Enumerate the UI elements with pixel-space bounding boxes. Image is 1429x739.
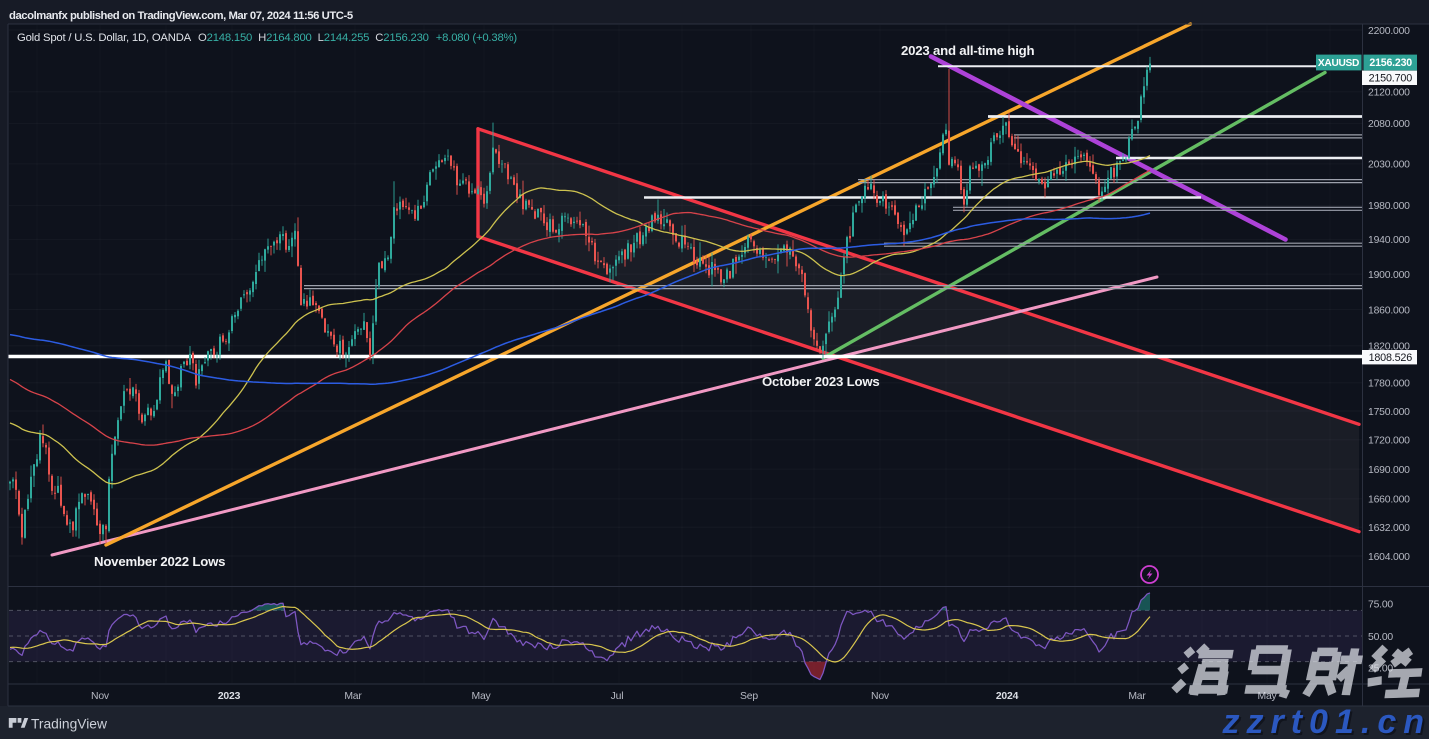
svg-text:2030.000: 2030.000 — [1368, 160, 1410, 171]
svg-text:1808.526: 1808.526 — [1369, 352, 1413, 364]
svg-text:TradingView: TradingView — [31, 717, 107, 732]
svg-text:1780.000: 1780.000 — [1368, 379, 1410, 390]
svg-text:dacolmanfx published on Tradin: dacolmanfx published on TradingView.com,… — [9, 10, 353, 22]
svg-text:1720.000: 1720.000 — [1368, 436, 1410, 447]
svg-text:Nov: Nov — [91, 691, 110, 702]
svg-text:1690.000: 1690.000 — [1368, 465, 1410, 476]
svg-text:2150.700: 2150.700 — [1369, 72, 1413, 84]
svg-text:2120.000: 2120.000 — [1368, 88, 1410, 99]
svg-text:2023 and all-time high: 2023 and all-time high — [901, 43, 1035, 58]
svg-text:1604.000: 1604.000 — [1368, 552, 1410, 563]
svg-text:Sep: Sep — [740, 691, 758, 702]
svg-text:zzrt01.cn: zzrt01.cn — [1224, 705, 1429, 739]
svg-text:1900.000: 1900.000 — [1368, 270, 1410, 281]
svg-text:1750.000: 1750.000 — [1368, 407, 1410, 418]
svg-text:75.00: 75.00 — [1368, 599, 1393, 610]
svg-text:Nov: Nov — [871, 691, 890, 702]
svg-text:1980.000: 1980.000 — [1368, 201, 1410, 212]
svg-text:50.00: 50.00 — [1368, 632, 1393, 643]
svg-text:November 2022 Lows: November 2022 Lows — [94, 554, 225, 569]
svg-text:1660.000: 1660.000 — [1368, 495, 1410, 506]
svg-text:May: May — [471, 691, 491, 702]
svg-text:2024: 2024 — [996, 691, 1019, 702]
svg-text:Gold Spot / U.S. Dollar, 1D, O: Gold Spot / U.S. Dollar, 1D, OANDA O2148.… — [17, 32, 517, 44]
svg-text:October 2023 Lows: October 2023 Lows — [762, 374, 880, 389]
svg-text:Mar: Mar — [344, 691, 362, 702]
svg-text:2200.000: 2200.000 — [1368, 26, 1410, 37]
svg-text:25.00: 25.00 — [1368, 663, 1393, 674]
svg-text:2023: 2023 — [218, 691, 241, 702]
svg-text:1820.000: 1820.000 — [1368, 342, 1410, 353]
svg-text:1940.000: 1940.000 — [1368, 235, 1410, 246]
svg-text:1860.000: 1860.000 — [1368, 305, 1410, 316]
svg-text:2080.000: 2080.000 — [1368, 119, 1410, 130]
svg-text:zzrt01.cn: zzrt01.cn — [1222, 703, 1429, 739]
svg-text:XAUUSD: XAUUSD — [1318, 58, 1359, 69]
svg-text:Mar: Mar — [1128, 691, 1146, 702]
svg-text:1632.000: 1632.000 — [1368, 523, 1410, 534]
svg-text:May: May — [1257, 691, 1277, 702]
svg-text:Jul: Jul — [611, 691, 624, 702]
svg-text:2156.230: 2156.230 — [1369, 57, 1412, 69]
